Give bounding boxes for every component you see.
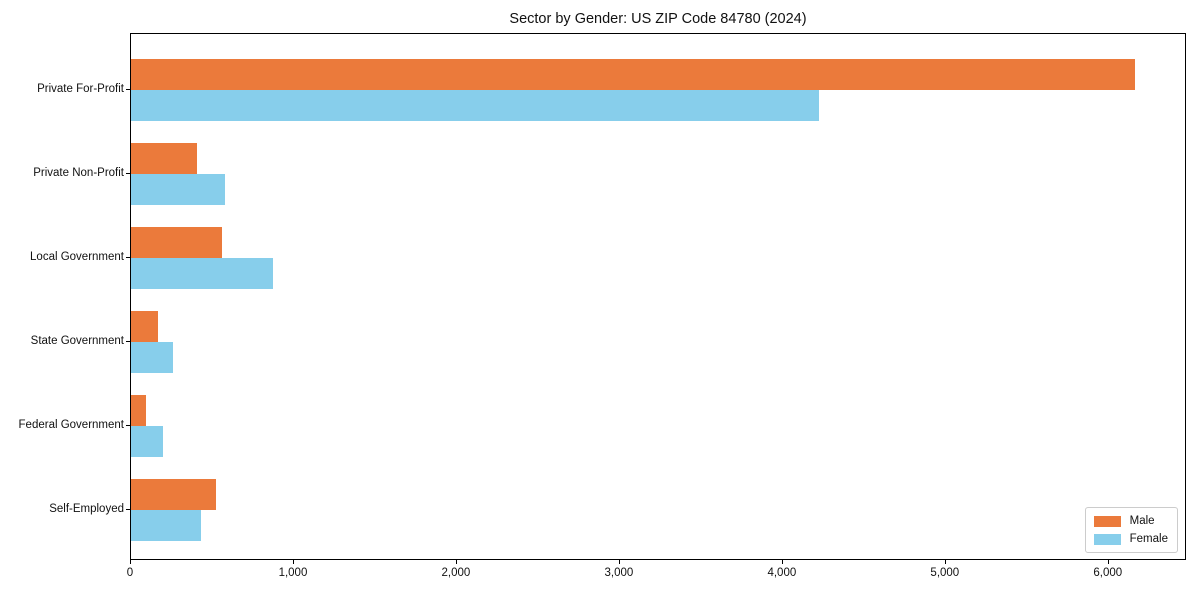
- legend-swatch-female: [1093, 533, 1121, 545]
- legend-label-male: Male: [1129, 515, 1155, 527]
- chart-title: Sector by Gender: US ZIP Code 84780 (202…: [509, 11, 807, 27]
- legend: Male Female: [1084, 507, 1178, 553]
- x-tick-1000: [292, 560, 294, 564]
- bar-female-local-government: [131, 257, 273, 289]
- bar-female-state-government: [131, 341, 174, 373]
- y-axis-label-private-non-profit: Private Non-Profit: [33, 166, 124, 179]
- y-tick-self-employed: [126, 508, 130, 510]
- y-tick-local-government: [126, 256, 130, 258]
- bar-female-self-employed: [131, 509, 201, 541]
- y-axis-labels: Private For-Profit Private Non-Profit Loca…: [0, 0, 130, 600]
- y-tick-state-government: [126, 340, 130, 342]
- x-tick-5000: [944, 560, 946, 564]
- bar-female-federal-government: [131, 425, 163, 457]
- y-tick-private-for-profit: [126, 88, 130, 90]
- plot-area: Male Female: [130, 33, 1186, 560]
- bar-male-private-for-profit: [131, 58, 1135, 90]
- y-axis-label-self-employed: Self-Employed: [49, 502, 124, 515]
- x-axis-label-0: 0: [126, 567, 134, 579]
- y-axis-label-local-government: Local Government: [30, 250, 124, 263]
- y-axis-label-state-government: State Government: [30, 334, 124, 347]
- bar-female-private-for-profit: [131, 89, 820, 121]
- y-tick-private-non-profit: [126, 172, 130, 174]
- x-tick-2000: [455, 560, 457, 564]
- bar-male-private-non-profit: [131, 142, 197, 174]
- legend-label-female: Female: [1129, 533, 1168, 545]
- y-axis-label-federal-government: Federal Government: [18, 418, 124, 431]
- bar-female-private-non-profit: [131, 173, 226, 205]
- x-axis-label-3000: 3,000: [604, 567, 634, 579]
- x-axis-label-6000: 6,000: [1093, 567, 1123, 579]
- x-axis-label-4000: 4,000: [767, 567, 797, 579]
- x-tick-3000: [618, 560, 620, 564]
- x-axis-label-5000: 5,000: [930, 567, 960, 579]
- x-tick-6000: [1107, 560, 1109, 564]
- x-tick-4000: [781, 560, 783, 564]
- x-tick-0: [130, 560, 131, 564]
- x-axis: 0 1,000 2,000 3,000 4,000 5,000 6,000: [127, 560, 1186, 590]
- bar-male-state-government: [131, 310, 158, 342]
- legend-swatch-male: [1093, 515, 1121, 527]
- bar-male-federal-government: [131, 394, 146, 426]
- legend-item-male: Male: [1093, 515, 1168, 527]
- bar-male-self-employed: [131, 478, 216, 510]
- y-tick-federal-government: [126, 424, 130, 426]
- legend-item-female: Female: [1093, 533, 1168, 545]
- y-axis-label-private-for-profit: Private For-Profit: [37, 82, 124, 95]
- x-axis-label-2000: 2,000: [441, 567, 471, 579]
- x-axis-label-1000: 1,000: [278, 567, 308, 579]
- bar-male-local-government: [131, 226, 223, 258]
